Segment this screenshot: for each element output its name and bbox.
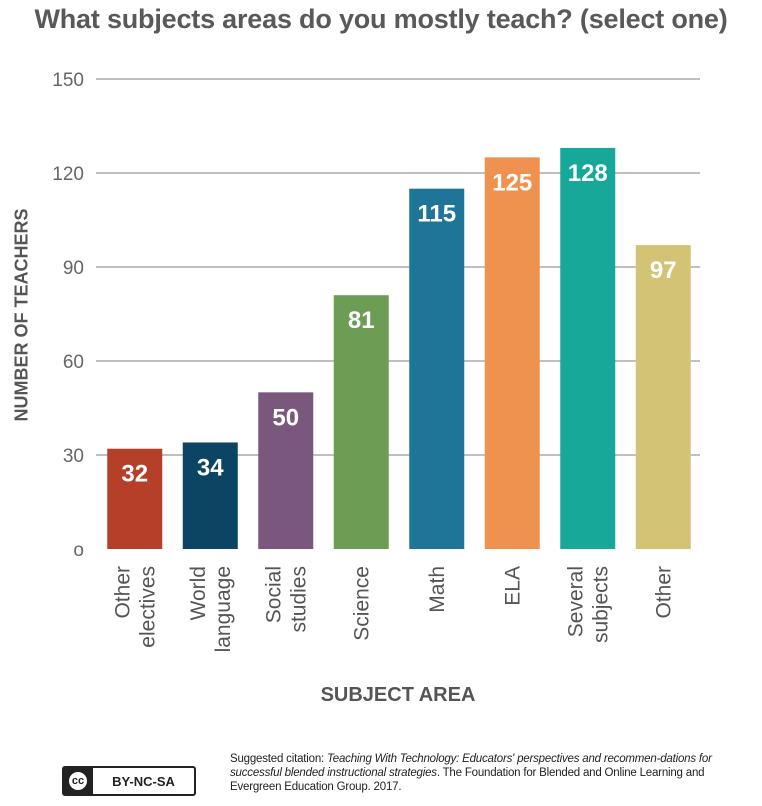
bar-value-label: 115 — [417, 201, 456, 228]
cc-license-badge[interactable]: cc BY-NC-SA — [62, 766, 196, 796]
x-tick-label: Social studies — [262, 566, 310, 633]
y-tick-label: 30 — [63, 446, 84, 467]
x-axis-label: SUBJECT AREA — [320, 684, 476, 706]
cc-icon: cc — [67, 770, 89, 792]
citation-suffix: . The Foundation for Blended and Online … — [230, 767, 705, 793]
x-tick-label-line: World — [187, 566, 210, 620]
citation-title: Teaching With Technology: Educators' per… — [230, 753, 712, 779]
bar — [484, 157, 540, 550]
bar — [560, 147, 616, 549]
x-tick-label-line: Other — [111, 566, 134, 619]
bar — [182, 442, 238, 549]
bar-value-label: 32 — [121, 461, 148, 488]
y-tick-label: o — [73, 540, 84, 561]
bar-value-label: 97 — [650, 257, 677, 284]
x-tick-label-line: studies — [287, 566, 310, 633]
bar — [107, 448, 163, 549]
x-tick-label-line: Math — [426, 566, 449, 613]
x-tick-label: Other electives — [111, 566, 159, 648]
y-axis-label: NUMBER OF TEACHERS — [11, 208, 32, 422]
x-tick-label-line: Social — [262, 566, 285, 623]
bar — [635, 245, 691, 550]
x-tick-label-line: Science — [350, 566, 373, 641]
x-tick-label-line: Other — [652, 566, 675, 619]
bar-value-label: 128 — [568, 160, 608, 187]
x-tick-label: ELA — [501, 566, 524, 606]
x-tick-label-line: ELA — [501, 566, 524, 606]
bar — [409, 188, 465, 549]
x-tick-label: Other — [652, 566, 675, 619]
x-tick-label-line: subjects — [589, 566, 612, 643]
bar-value-label: 34 — [197, 454, 224, 481]
x-tick-label: Several subjects — [564, 566, 612, 643]
bar-value-label: 125 — [492, 169, 532, 196]
y-tick-label: 60 — [63, 352, 84, 373]
citation: Suggested citation: Teaching With Techno… — [230, 752, 755, 794]
citation-prefix: Suggested citation: — [230, 753, 328, 765]
chart-title: What subjects areas do you mostly teach?… — [34, 4, 728, 34]
bar-value-labels: 32 34 50 81 115 125 128 97 — [121, 160, 676, 488]
y-tick-label: 90 — [63, 258, 84, 279]
x-tick-label-line: electives — [136, 566, 159, 648]
x-tick-label-line: language — [212, 566, 235, 652]
y-axis-label-wrap: NUMBER OF TEACHERS — [2, 95, 42, 535]
bar — [258, 392, 314, 549]
bar-value-label: 50 — [272, 404, 299, 431]
y-tick-labels: o 30 60 90 120 150 — [52, 70, 84, 561]
bar-value-label: 81 — [348, 307, 375, 334]
bars — [107, 147, 691, 550]
x-tick-label-line: Several — [564, 566, 587, 637]
x-tick-label: Science — [350, 566, 373, 641]
y-tick-label: 120 — [52, 164, 84, 185]
x-tick-labels: Other electives World language Social studies… — [111, 566, 675, 652]
y-tick-label: 150 — [52, 70, 84, 91]
x-tick-label: Math — [426, 566, 449, 613]
bar — [333, 295, 389, 549]
x-tick-label: World language — [187, 566, 235, 652]
license-text: BY-NC-SA — [93, 768, 194, 794]
